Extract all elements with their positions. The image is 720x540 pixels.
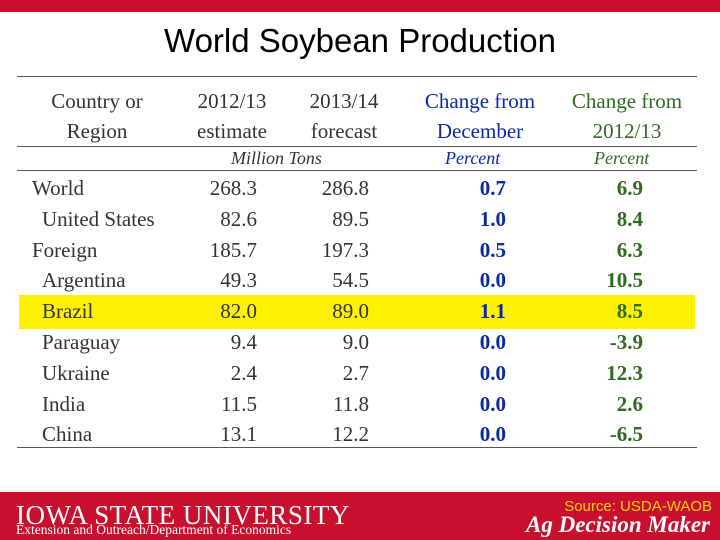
row-estimate: 2.4 bbox=[230, 360, 257, 385]
row-name: Brazil bbox=[42, 299, 94, 324]
row-change-december: 0.0 bbox=[479, 391, 506, 416]
header-country-line1: Country or bbox=[51, 89, 143, 113]
slide-title: World Soybean Production bbox=[164, 22, 556, 59]
row-change-prev-year: 2.6 bbox=[616, 391, 643, 416]
production-table: Country or Region 2012/13 estimate 2013/… bbox=[17, 76, 697, 448]
row-forecast: 54.5 bbox=[332, 268, 369, 293]
header-est-line2: estimate bbox=[197, 119, 267, 143]
row-estimate: 49.3 bbox=[220, 268, 257, 293]
row-change-december: 0.0 bbox=[479, 422, 506, 447]
row-estimate: 82.6 bbox=[220, 206, 257, 231]
row-name: Ukraine bbox=[42, 360, 110, 385]
row-change-prev-year: -3.9 bbox=[609, 330, 643, 354]
header-chgprev-line2: 2012/13 bbox=[592, 119, 662, 143]
header-fcst-line2: forecast bbox=[310, 119, 378, 143]
row-estimate: 185.7 bbox=[209, 237, 257, 262]
units-rule bbox=[17, 170, 697, 171]
row-change-december: 0.0 bbox=[479, 360, 506, 385]
row-change-december: 1.0 bbox=[479, 206, 506, 231]
table-top-rule bbox=[17, 76, 697, 77]
brand-name: Ag Decision Maker bbox=[526, 512, 710, 537]
source-note: Source: USDA-WAOB bbox=[564, 498, 712, 515]
units-million-tons: Million Tons bbox=[231, 148, 322, 168]
row-change-december: 0.0 bbox=[479, 330, 506, 354]
row-change-prev-year: 8.4 bbox=[616, 206, 643, 231]
row-change-prev-year: 6.9 bbox=[616, 176, 643, 200]
row-change-prev-year: 6.3 bbox=[616, 237, 643, 262]
header-chgdec-line1: Change from bbox=[424, 89, 536, 113]
row-change-prev-year: 10.5 bbox=[606, 268, 643, 293]
header-fcst-line1: 2013/14 bbox=[309, 89, 379, 113]
table-bottom-rule bbox=[17, 447, 697, 448]
row-forecast: 286.8 bbox=[321, 176, 369, 200]
row-change-december: 0.5 bbox=[479, 237, 506, 262]
row-name: India bbox=[42, 391, 86, 416]
footer-bar bbox=[0, 492, 720, 540]
row-name: Argentina bbox=[42, 268, 126, 293]
row-change-prev-year: -6.5 bbox=[609, 422, 643, 447]
row-name: United States bbox=[42, 206, 155, 231]
row-name: World bbox=[32, 176, 84, 200]
department-text: Extension and Outreach/Department of Eco… bbox=[16, 522, 292, 537]
header-country: Country or Region bbox=[27, 86, 167, 146]
university-logo-text: IOWA STATE UNIVERSITY bbox=[16, 500, 350, 530]
row-name: Foreign bbox=[32, 237, 98, 262]
header-chgdec-line2: December bbox=[436, 119, 524, 143]
row-change-december: 1.1 bbox=[479, 299, 506, 324]
row-change-prev-year: 12.3 bbox=[606, 360, 643, 385]
header-estimate: 2012/13 estimate bbox=[177, 86, 287, 146]
row-name: China bbox=[42, 422, 93, 447]
header-forecast: 2013/14 forecast bbox=[289, 86, 399, 146]
units-percent-prev: Percent bbox=[594, 148, 650, 168]
row-name: Paraguay bbox=[42, 330, 121, 354]
row-forecast: 89.5 bbox=[332, 206, 369, 231]
row-forecast: 89.0 bbox=[332, 299, 369, 324]
header-rule bbox=[17, 146, 697, 147]
header-est-line1: 2012/13 bbox=[197, 89, 267, 113]
header-country-line2: Region bbox=[66, 119, 128, 143]
row-forecast: 197.3 bbox=[321, 237, 369, 262]
row-forecast: 9.0 bbox=[342, 330, 369, 354]
row-forecast: 11.8 bbox=[333, 391, 369, 416]
brazil-row-highlight bbox=[19, 295, 695, 329]
row-forecast: 2.7 bbox=[342, 360, 369, 385]
header-change-december: Change from December bbox=[410, 86, 550, 146]
row-estimate: 11.5 bbox=[221, 391, 257, 416]
row-forecast: 12.2 bbox=[332, 422, 369, 447]
row-estimate: 82.0 bbox=[220, 299, 257, 324]
row-estimate: 268.3 bbox=[209, 176, 257, 200]
row-change-prev-year: 8.5 bbox=[616, 299, 643, 324]
row-estimate: 13.1 bbox=[220, 422, 257, 447]
row-change-december: 0.0 bbox=[479, 268, 506, 293]
header-chgprev-line1: Change from bbox=[571, 89, 683, 113]
row-change-december: 0.7 bbox=[479, 176, 506, 200]
units-percent-dec: Percent bbox=[445, 148, 501, 168]
top-accent-bar bbox=[0, 0, 720, 12]
header-change-prev-year: Change from 2012/13 bbox=[557, 86, 697, 146]
row-estimate: 9.4 bbox=[230, 330, 257, 354]
